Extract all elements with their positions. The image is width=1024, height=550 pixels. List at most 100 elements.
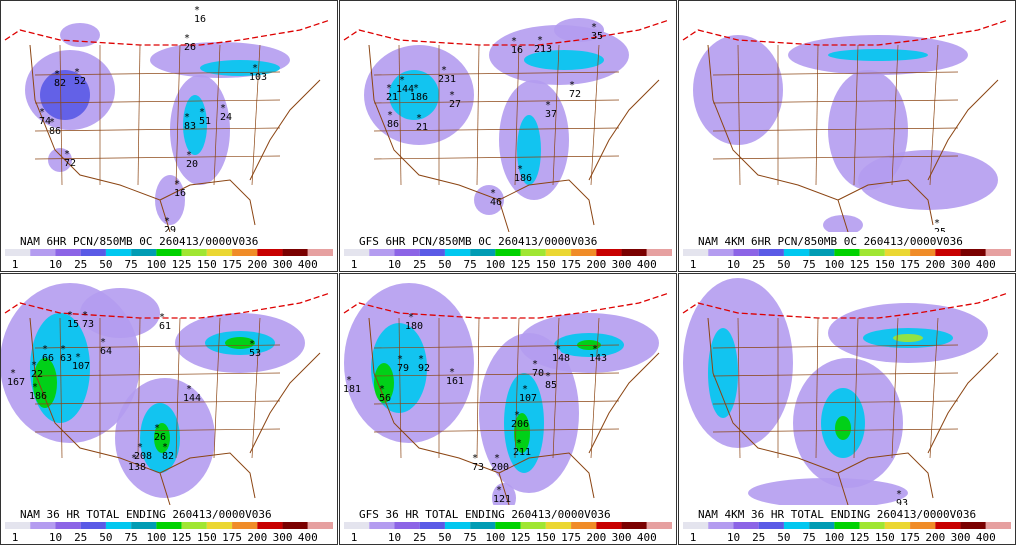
legend-swatch xyxy=(783,249,810,256)
legend-swatch xyxy=(444,249,471,256)
country-border xyxy=(343,292,670,319)
legend-swatch xyxy=(859,522,885,529)
asterisk: * xyxy=(569,80,575,91)
asterisk: * xyxy=(514,410,520,421)
legend-label: 400 xyxy=(976,258,996,271)
asterisk: * xyxy=(186,150,192,161)
precip-area xyxy=(474,185,504,215)
legend-label: 400 xyxy=(298,531,318,544)
asterisk: * xyxy=(194,5,200,16)
legend-label: 200 xyxy=(247,531,267,544)
point-value: 231 xyxy=(438,74,456,85)
legend-label: 50 xyxy=(777,531,790,544)
legend-label: 1 xyxy=(351,531,358,544)
point-value: 51 xyxy=(199,116,211,127)
point-value: 74 xyxy=(39,116,51,127)
point-value: 82 xyxy=(54,78,66,89)
state-line xyxy=(373,155,620,160)
asterisk: * xyxy=(220,103,226,114)
legend-swatch xyxy=(910,522,936,529)
legend-swatch xyxy=(935,249,961,256)
legend-label: 200 xyxy=(925,531,945,544)
point-value: 186 xyxy=(29,391,47,402)
point-value: 73 xyxy=(82,319,94,330)
asterisk: * xyxy=(64,149,70,160)
asterisk: * xyxy=(490,188,496,199)
panel-title: GFS 6HR PCN/850MB 0C 260413/0000V036 xyxy=(359,235,597,248)
legend-label: 300 xyxy=(612,531,632,544)
state-line xyxy=(34,344,281,349)
legend-label: 175 xyxy=(561,258,581,271)
precip-area xyxy=(708,328,738,418)
state-line xyxy=(373,428,620,433)
legend-label: 25 xyxy=(74,531,87,544)
legend-swatch xyxy=(419,249,445,256)
asterisk: * xyxy=(137,442,143,453)
legend-label: 10 xyxy=(727,258,740,271)
legend-label: 100 xyxy=(485,258,505,271)
legend-swatch xyxy=(960,249,986,256)
state-line xyxy=(137,317,141,459)
point-value: 21 xyxy=(416,122,428,133)
legend-label: 150 xyxy=(536,531,556,544)
legend-label: 25 xyxy=(413,531,426,544)
state-line xyxy=(737,44,741,186)
asterisk: * xyxy=(54,69,60,80)
state-line xyxy=(552,44,560,186)
asterisk: * xyxy=(416,113,422,124)
asterisk: * xyxy=(517,164,523,175)
state-line xyxy=(712,155,959,160)
legend-swatch xyxy=(30,522,56,529)
asterisk: * xyxy=(39,107,45,118)
state-line xyxy=(59,44,63,186)
country-border xyxy=(682,292,1009,319)
legend-swatch xyxy=(596,249,622,256)
legend-swatch xyxy=(571,249,597,256)
legend-label: 150 xyxy=(536,258,556,271)
legend-swatch xyxy=(156,522,182,529)
point-value: 37 xyxy=(545,109,557,120)
legend-label: 175 xyxy=(900,258,920,271)
asterisk: * xyxy=(379,384,385,395)
asterisk: * xyxy=(418,354,424,365)
state-line xyxy=(34,428,281,433)
point-value: 211 xyxy=(513,447,531,458)
legend-label: 75 xyxy=(803,258,816,271)
state-line xyxy=(712,428,959,433)
panel-title: NAM 36 HR TOTAL ENDING 260413/0000V036 xyxy=(20,508,272,521)
legend-label: 75 xyxy=(803,531,816,544)
state-line xyxy=(712,127,959,132)
point-value: 92 xyxy=(418,363,430,374)
point-value: 206 xyxy=(511,419,529,430)
asterisk: * xyxy=(184,112,190,123)
state-line xyxy=(373,400,620,405)
asterisk: * xyxy=(408,312,414,323)
legend-label: 125 xyxy=(850,531,870,544)
asterisk: * xyxy=(545,100,551,111)
country-border xyxy=(343,19,670,46)
point-value: 180 xyxy=(405,321,423,332)
asterisk: * xyxy=(42,344,48,355)
precip-area xyxy=(828,49,928,61)
legend-swatch xyxy=(257,522,283,529)
precip-area xyxy=(748,478,908,508)
country-border xyxy=(4,292,331,319)
legend-swatch xyxy=(621,522,647,529)
panel-title: NAM 6HR PCN/850MB 0C 260413/0000V036 xyxy=(20,235,258,248)
point-value: 72 xyxy=(569,89,581,100)
legend-swatch xyxy=(985,249,1011,256)
legend-swatch xyxy=(5,249,31,256)
legend-swatch xyxy=(307,522,333,529)
precip-area xyxy=(80,288,160,338)
legend-swatch xyxy=(30,249,56,256)
point-value: 35 xyxy=(591,31,603,42)
legend-label: 175 xyxy=(900,531,920,544)
panel-title: GFS 36 HR TOTAL ENDING 260413/0000V036 xyxy=(359,508,611,521)
legend-label: 100 xyxy=(485,531,505,544)
legend-label: 50 xyxy=(438,258,451,271)
panel-frame xyxy=(678,273,1016,545)
point-value: 83 xyxy=(184,121,196,132)
precip-area xyxy=(389,70,439,120)
precip-area xyxy=(225,337,255,349)
